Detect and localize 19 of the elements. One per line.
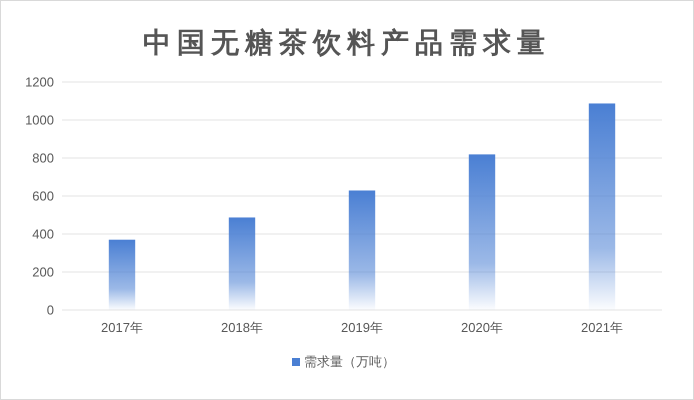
bar [228, 217, 256, 310]
x-tick-label: 2018年 [221, 320, 263, 335]
y-tick-label: 1200 [25, 74, 54, 90]
y-tick-label: 800 [32, 150, 54, 166]
chart-title: 中国无糖茶饮料产品需求量 [143, 26, 551, 59]
x-tick-label: 2019年 [341, 320, 383, 335]
y-tick-label: 1000 [25, 112, 54, 128]
bar [108, 240, 136, 310]
x-tick-label: 2021年 [581, 320, 623, 335]
x-tick-label: 2017年 [101, 320, 143, 335]
bar [348, 190, 376, 310]
bar [588, 103, 616, 310]
y-tick-label: 200 [32, 264, 54, 280]
x-tick-label: 2020年 [461, 320, 503, 335]
bar [468, 154, 496, 310]
legend-label: 需求量（万吨） [304, 354, 395, 369]
y-tick-label: 400 [32, 226, 54, 242]
y-tick-label: 0 [46, 302, 54, 318]
y-tick-label: 600 [32, 188, 54, 204]
